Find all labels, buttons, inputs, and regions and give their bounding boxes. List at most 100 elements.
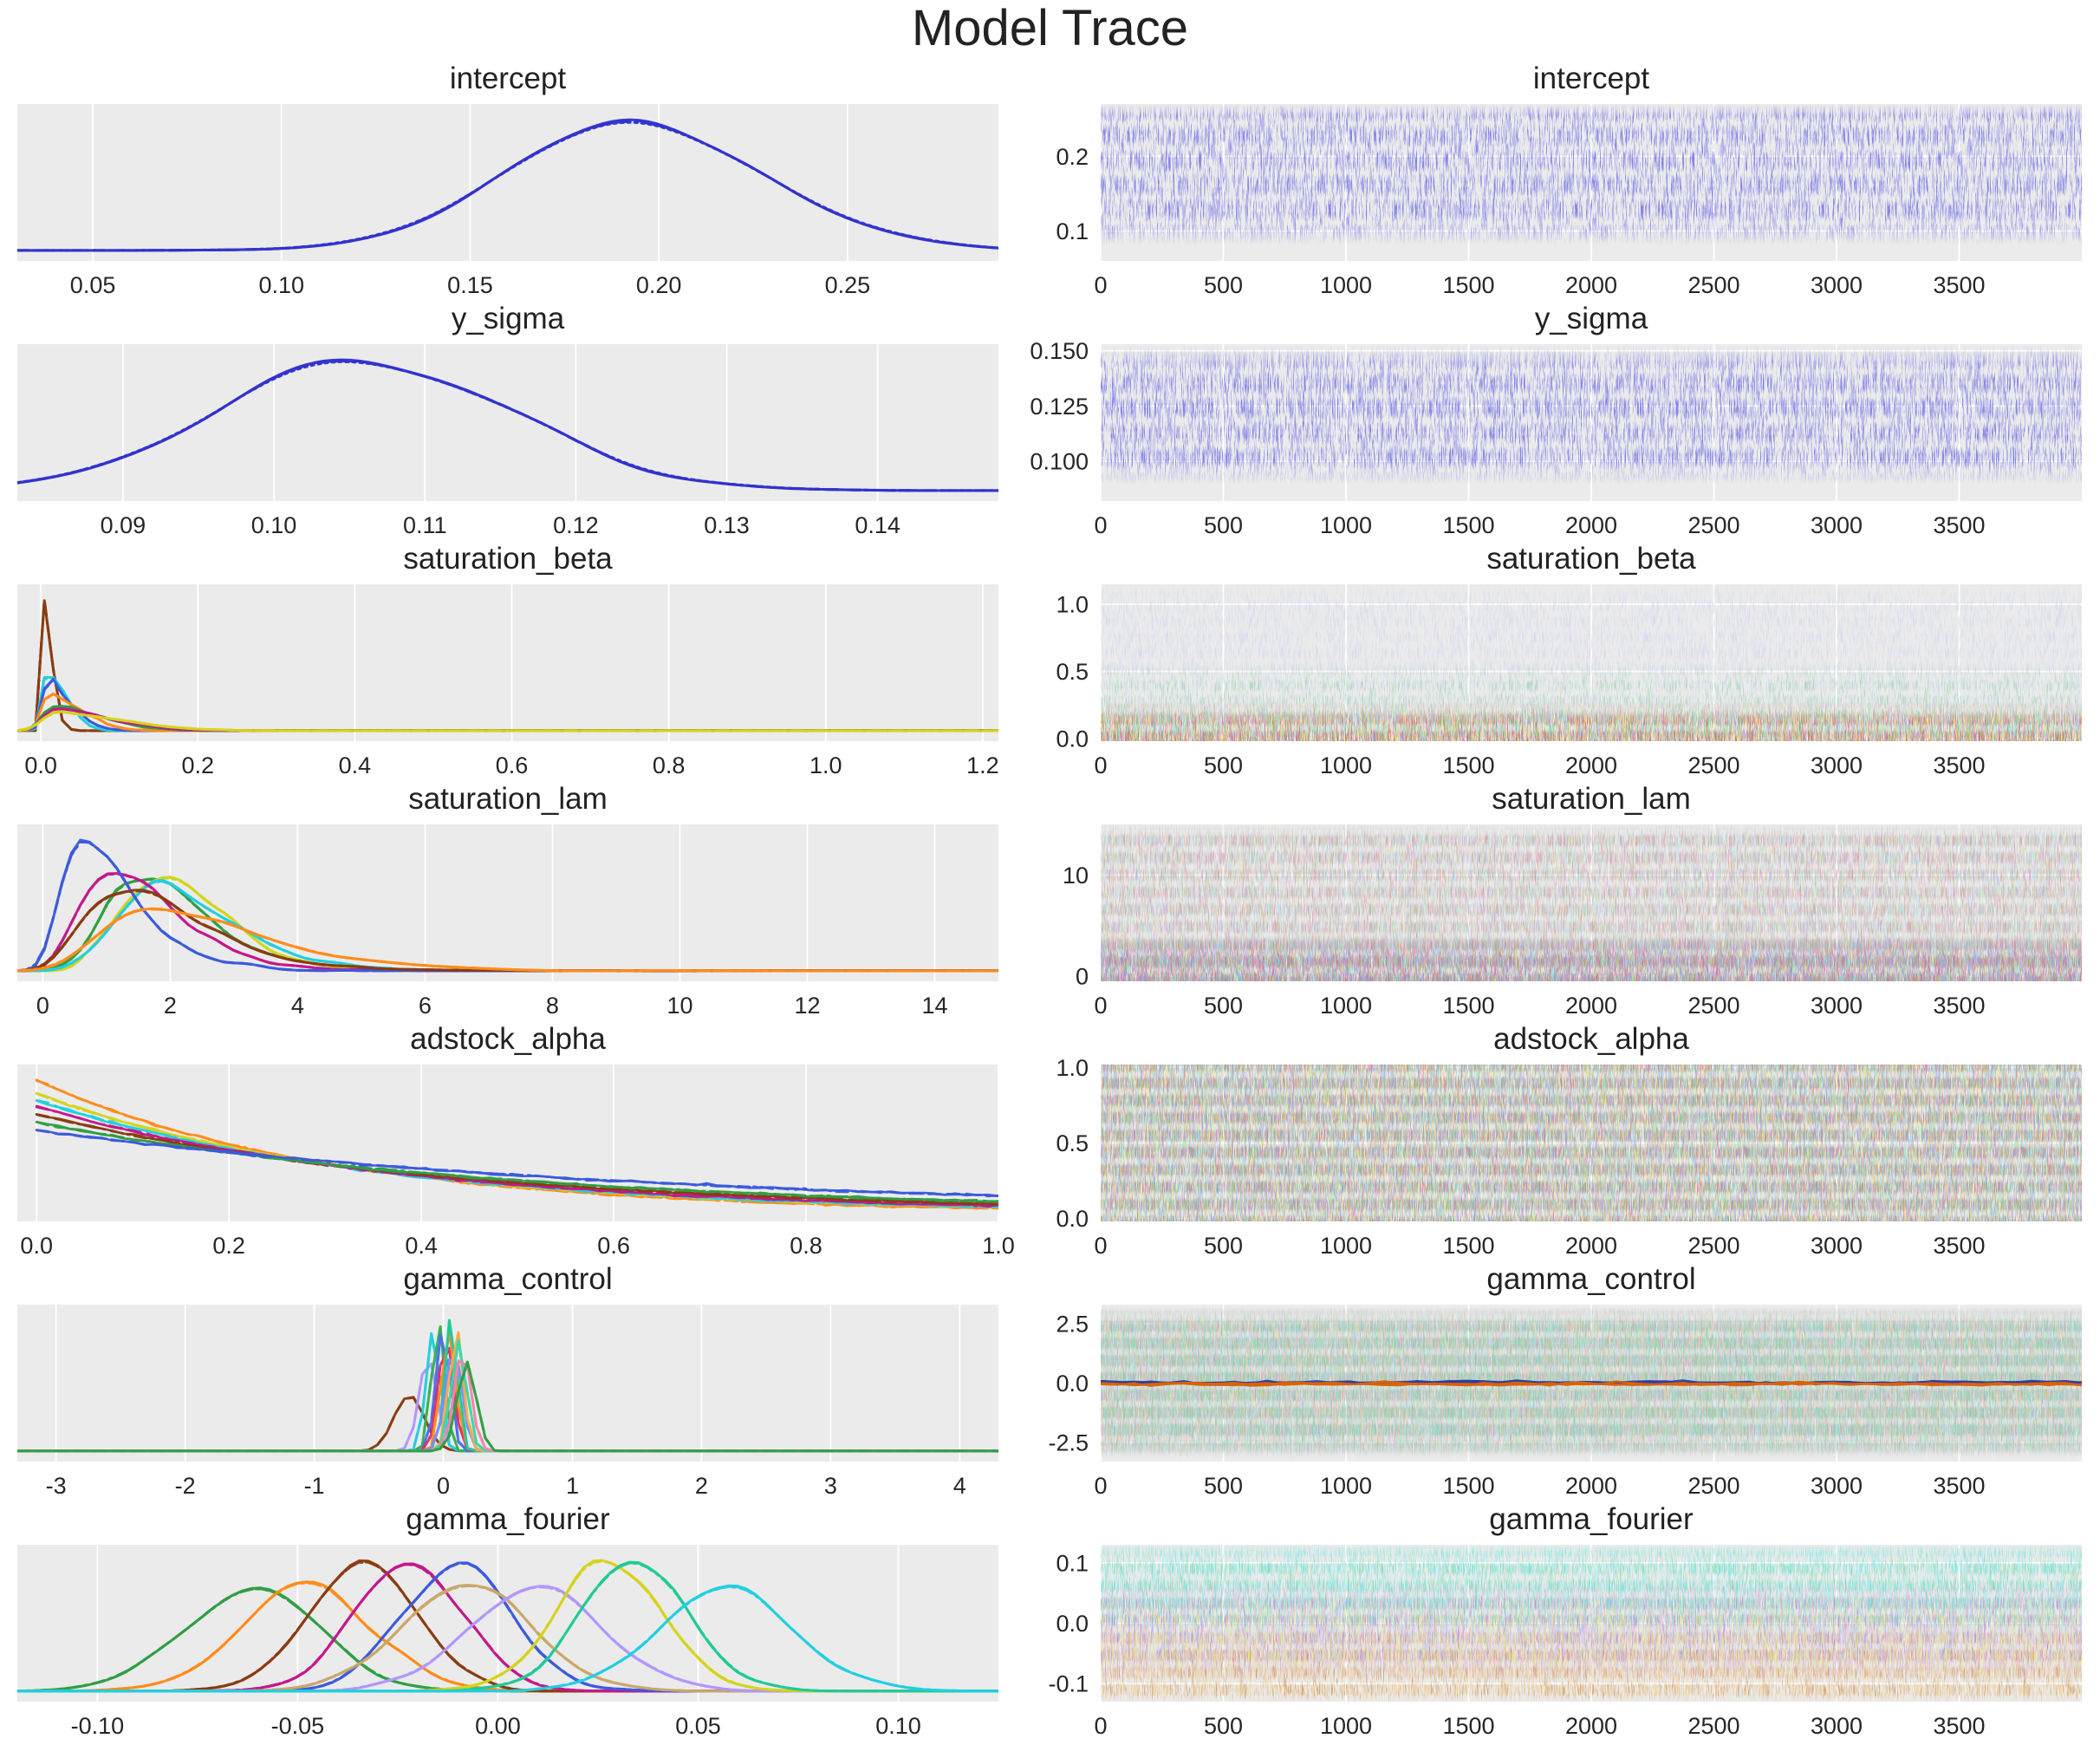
svg-text:14: 14	[921, 993, 947, 1019]
svg-text:0.0: 0.0	[24, 752, 57, 778]
svg-text:2500: 2500	[1687, 1233, 1739, 1259]
svg-text:adstock_alpha: adstock_alpha	[410, 1022, 606, 1056]
svg-text:0.0: 0.0	[1056, 726, 1089, 752]
svg-text:0.05: 0.05	[70, 272, 116, 298]
svg-text:0.4: 0.4	[405, 1233, 438, 1259]
svg-text:2500: 2500	[1687, 993, 1739, 1019]
svg-text:1000: 1000	[1320, 752, 1372, 778]
svg-text:0: 0	[1094, 272, 1107, 298]
svg-text:500: 500	[1204, 1233, 1243, 1259]
svg-text:3000: 3000	[1811, 1233, 1863, 1259]
svg-text:0.6: 0.6	[496, 752, 529, 778]
svg-text:3500: 3500	[1933, 272, 1985, 298]
svg-text:3500: 3500	[1933, 1713, 1985, 1739]
svg-text:-3: -3	[46, 1473, 67, 1499]
svg-text:2000: 2000	[1565, 272, 1617, 298]
svg-text:0: 0	[1094, 1473, 1107, 1499]
svg-text:10: 10	[1063, 863, 1089, 889]
svg-text:-2.5: -2.5	[1048, 1430, 1089, 1456]
svg-text:1.0: 1.0	[809, 752, 842, 778]
svg-text:0.125: 0.125	[1030, 394, 1089, 420]
svg-text:1000: 1000	[1320, 1473, 1372, 1499]
svg-text:-2: -2	[175, 1473, 196, 1499]
svg-text:1500: 1500	[1442, 512, 1494, 538]
svg-text:saturation_lam: saturation_lam	[408, 782, 608, 816]
svg-text:1.0: 1.0	[982, 1233, 1015, 1259]
svg-text:0: 0	[1076, 964, 1089, 990]
svg-text:0.150: 0.150	[1030, 338, 1089, 364]
svg-text:0.2: 0.2	[182, 752, 215, 778]
svg-text:1500: 1500	[1442, 1233, 1494, 1259]
svg-text:0.1: 0.1	[1056, 218, 1089, 244]
svg-text:0: 0	[1094, 512, 1107, 538]
svg-text:2000: 2000	[1565, 993, 1617, 1019]
svg-text:0.0: 0.0	[1056, 1206, 1089, 1232]
svg-text:0.10: 0.10	[258, 272, 304, 298]
svg-text:4: 4	[953, 1473, 966, 1499]
svg-text:-0.10: -0.10	[71, 1713, 125, 1739]
svg-text:500: 500	[1204, 512, 1243, 538]
svg-text:1000: 1000	[1320, 272, 1372, 298]
svg-text:0.4: 0.4	[339, 752, 372, 778]
svg-text:500: 500	[1204, 752, 1243, 778]
svg-text:0: 0	[1094, 993, 1107, 1019]
svg-text:8: 8	[546, 993, 559, 1019]
svg-text:6: 6	[419, 993, 432, 1019]
svg-text:0: 0	[437, 1473, 450, 1499]
svg-text:0.2: 0.2	[212, 1233, 245, 1259]
svg-text:10: 10	[666, 993, 692, 1019]
svg-text:3500: 3500	[1933, 993, 1985, 1019]
svg-text:1500: 1500	[1442, 1473, 1494, 1499]
svg-text:3000: 3000	[1811, 272, 1863, 298]
svg-text:1500: 1500	[1442, 752, 1494, 778]
svg-text:adstock_alpha: adstock_alpha	[1493, 1022, 1689, 1056]
svg-text:0.25: 0.25	[825, 272, 871, 298]
svg-text:Model Trace: Model Trace	[912, 0, 1188, 56]
svg-text:2000: 2000	[1565, 1713, 1617, 1739]
svg-text:2500: 2500	[1687, 512, 1739, 538]
svg-text:500: 500	[1204, 1473, 1243, 1499]
svg-text:3000: 3000	[1811, 752, 1863, 778]
svg-text:0.10: 0.10	[875, 1713, 921, 1739]
svg-text:0.0: 0.0	[20, 1233, 53, 1259]
svg-text:0.12: 0.12	[553, 512, 599, 538]
svg-text:0.15: 0.15	[447, 272, 493, 298]
svg-text:0.1: 0.1	[1056, 1550, 1089, 1576]
svg-text:-1: -1	[304, 1473, 325, 1499]
svg-text:500: 500	[1204, 1713, 1243, 1739]
svg-text:0.14: 0.14	[855, 512, 900, 538]
svg-text:1.0: 1.0	[1056, 592, 1089, 618]
svg-text:2: 2	[164, 993, 177, 1019]
svg-text:y_sigma: y_sigma	[452, 302, 565, 335]
svg-text:0: 0	[1094, 1713, 1107, 1739]
svg-text:1500: 1500	[1442, 272, 1494, 298]
svg-text:0.8: 0.8	[653, 752, 686, 778]
svg-text:1: 1	[566, 1473, 579, 1499]
svg-text:0: 0	[1094, 752, 1107, 778]
svg-text:0.100: 0.100	[1030, 449, 1089, 475]
svg-text:0.10: 0.10	[251, 512, 297, 538]
svg-text:gamma_control: gamma_control	[1486, 1262, 1695, 1296]
svg-text:1000: 1000	[1320, 1233, 1372, 1259]
svg-text:1500: 1500	[1442, 1713, 1494, 1739]
svg-text:gamma_fourier: gamma_fourier	[406, 1502, 610, 1536]
svg-text:2500: 2500	[1687, 752, 1739, 778]
svg-text:2500: 2500	[1687, 272, 1739, 298]
svg-text:0.0: 0.0	[1056, 1371, 1089, 1397]
svg-text:3000: 3000	[1811, 1713, 1863, 1739]
svg-text:gamma_fourier: gamma_fourier	[1489, 1502, 1694, 1536]
svg-text:saturation_lam: saturation_lam	[1492, 782, 1691, 816]
svg-text:0: 0	[1094, 1233, 1107, 1259]
svg-text:0.05: 0.05	[675, 1713, 721, 1739]
svg-text:1000: 1000	[1320, 512, 1372, 538]
svg-text:saturation_beta: saturation_beta	[1486, 542, 1696, 576]
svg-text:2: 2	[695, 1473, 708, 1499]
svg-text:3500: 3500	[1933, 752, 1985, 778]
svg-text:0.2: 0.2	[1056, 144, 1089, 170]
svg-text:0.11: 0.11	[403, 512, 447, 538]
svg-text:2000: 2000	[1565, 752, 1617, 778]
svg-text:3000: 3000	[1811, 993, 1863, 1019]
svg-text:2000: 2000	[1565, 512, 1617, 538]
svg-text:3: 3	[824, 1473, 837, 1499]
svg-text:1.2: 1.2	[966, 752, 999, 778]
